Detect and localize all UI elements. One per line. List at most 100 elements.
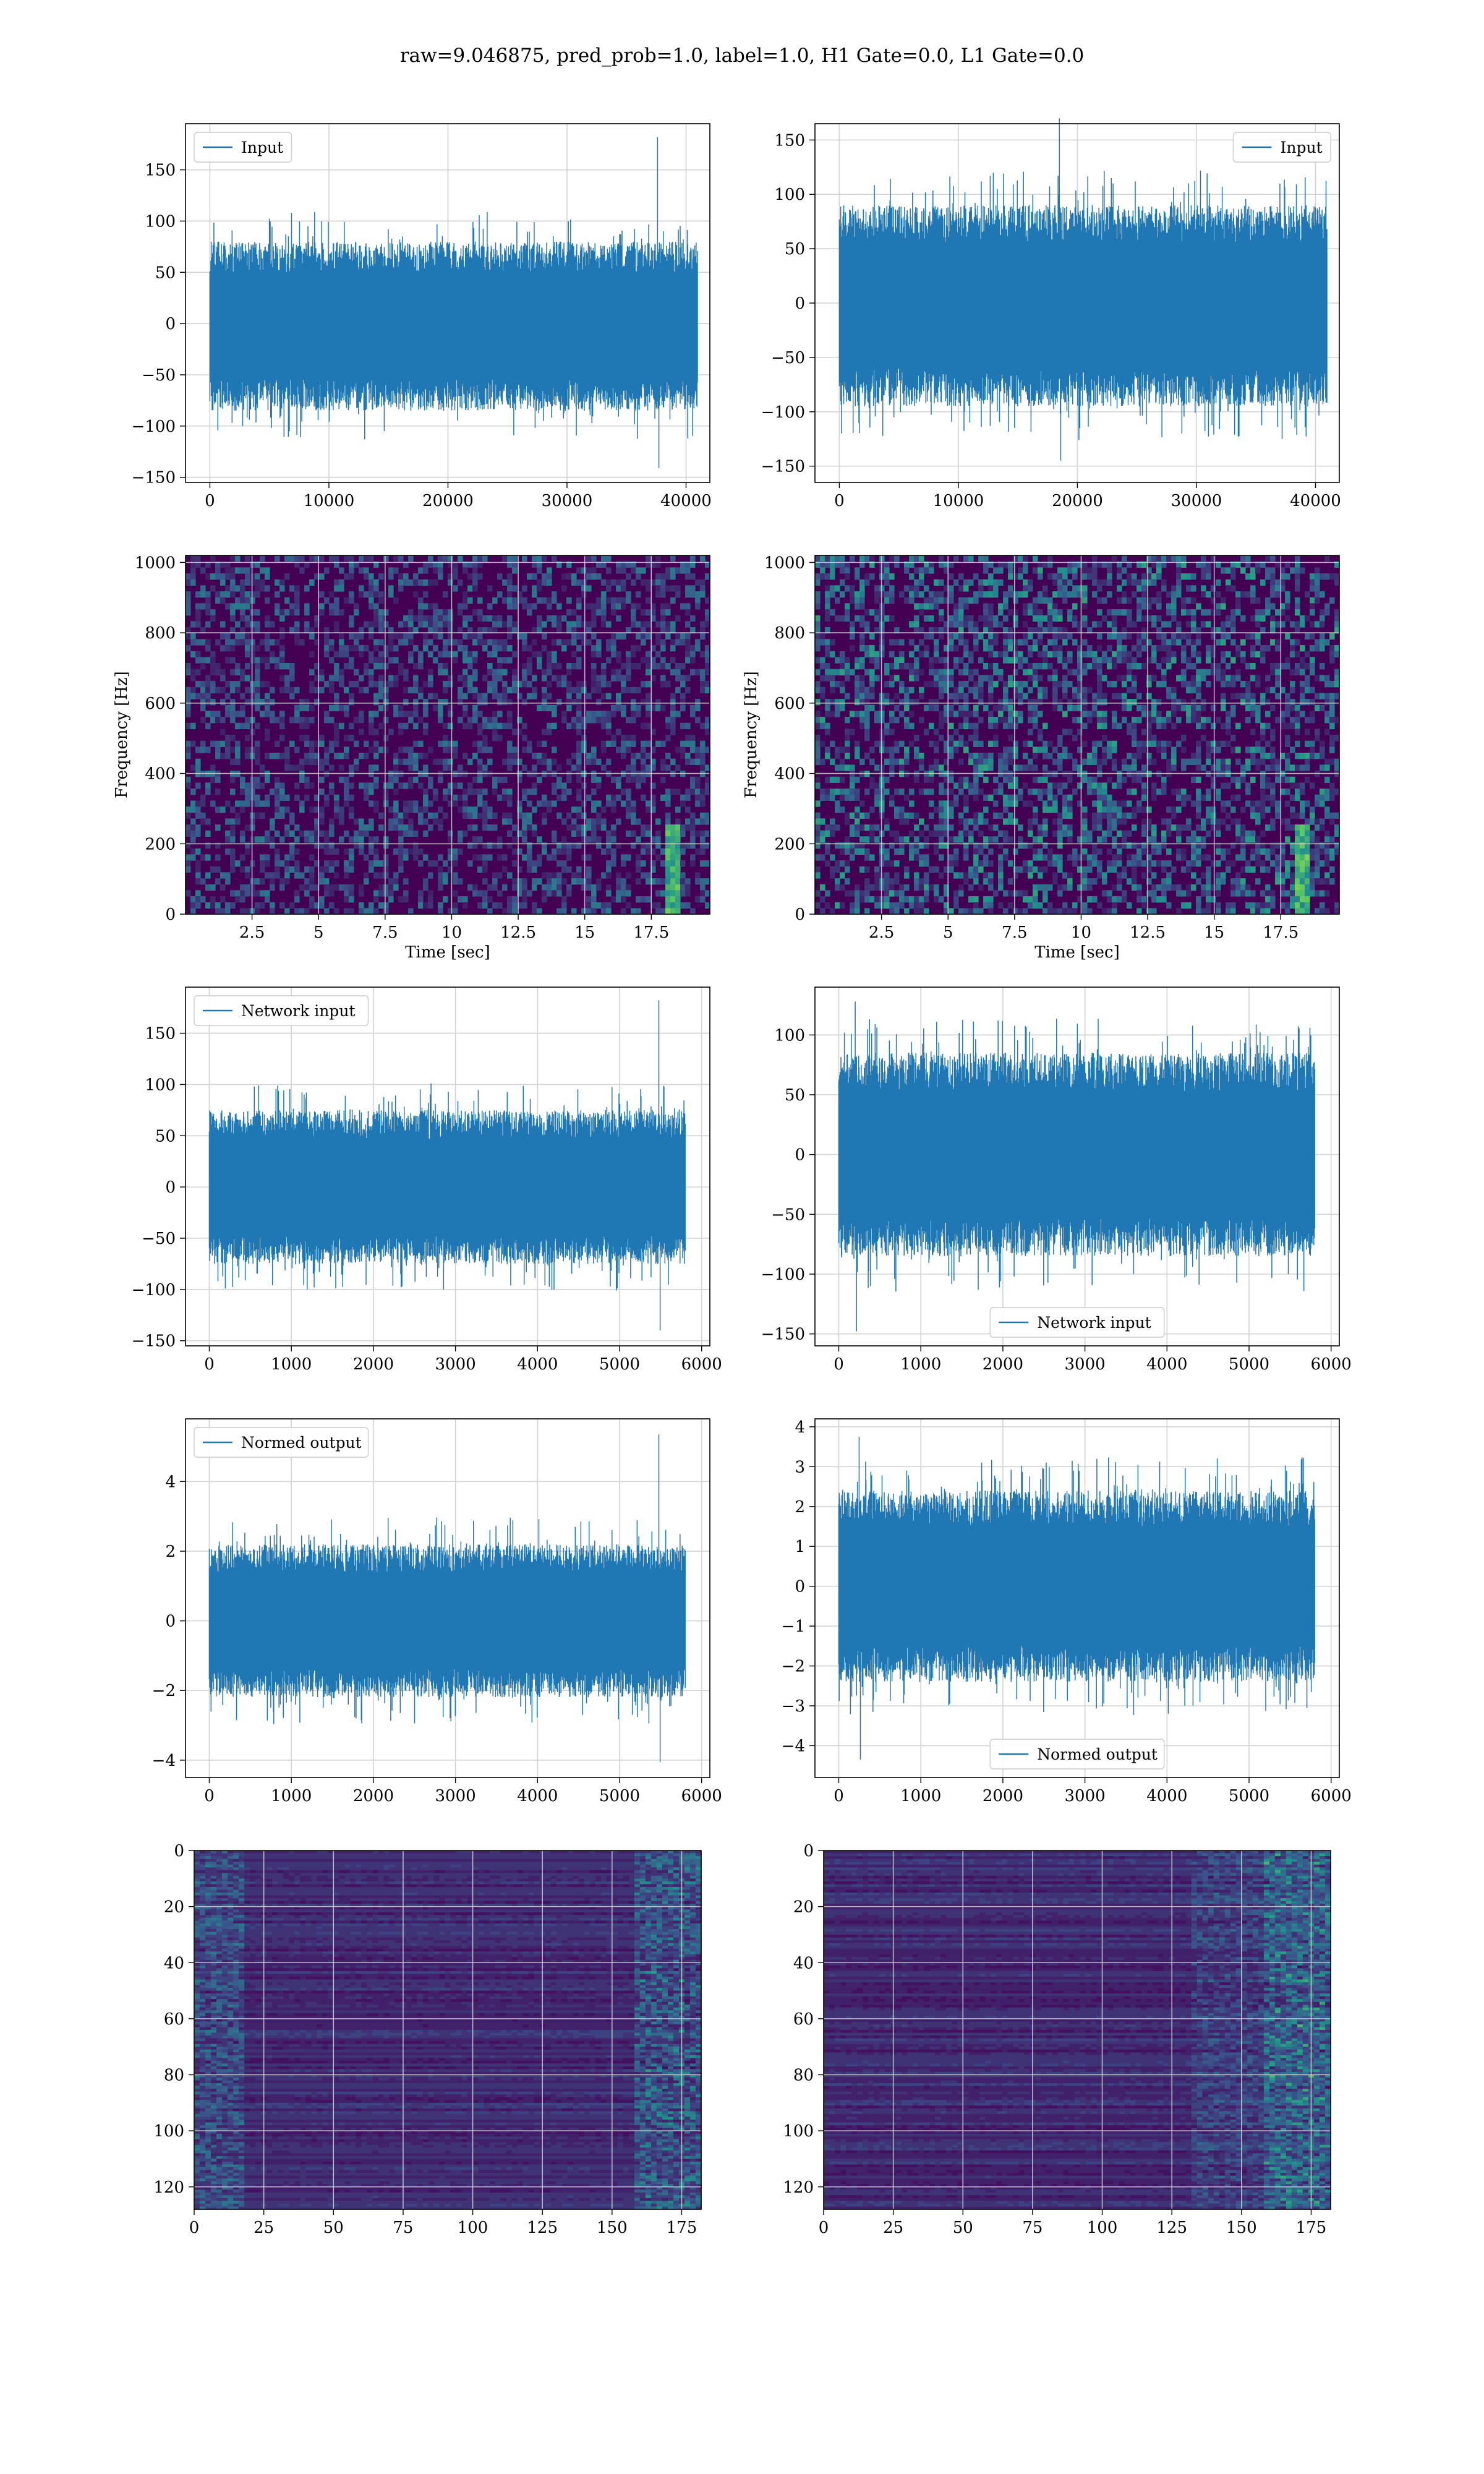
heatmap-cell — [428, 812, 433, 819]
heatmap-cell — [1230, 567, 1236, 574]
heatmap-cell — [210, 669, 216, 675]
heatmap-cell — [820, 657, 825, 664]
heatmap-cell — [1062, 585, 1068, 592]
heatmap-cell — [820, 561, 825, 568]
heatmap-cell — [339, 633, 344, 640]
heatmap-cell — [378, 591, 384, 598]
heatmap-cell — [393, 753, 399, 760]
heatmap-cell — [1127, 621, 1132, 628]
heatmap-cell — [825, 603, 830, 610]
heatmap-cell — [968, 753, 974, 760]
heatmap-cell — [393, 764, 399, 771]
heatmap-cell — [255, 591, 260, 598]
heatmap-cell — [978, 753, 984, 760]
heatmap-cell — [958, 609, 964, 616]
heatmap-cell — [1285, 597, 1290, 604]
heatmap-cell — [294, 609, 300, 616]
heatmap-cell — [1235, 758, 1241, 765]
heatmap-cell — [909, 722, 915, 729]
heatmap-cell — [270, 878, 275, 885]
heatmap-cell — [403, 621, 409, 628]
heatmap-cell — [210, 764, 216, 771]
heatmap-cell — [240, 866, 245, 873]
heatmap-cell — [973, 704, 979, 711]
heatmap-cell — [265, 699, 270, 706]
heatmap-cell — [1072, 735, 1078, 742]
heatmap-cell — [304, 758, 310, 765]
heatmap-cell — [1003, 681, 1009, 688]
heatmap-cell — [458, 830, 463, 837]
heatmap-cell — [373, 890, 379, 897]
heatmap-cell — [1077, 747, 1083, 753]
heatmap-cell — [1265, 645, 1271, 652]
heatmap-cell — [1260, 753, 1266, 760]
heatmap-cell — [1270, 615, 1276, 622]
heatmap-cell — [1181, 747, 1187, 753]
heatmap-cell — [591, 758, 597, 765]
heatmap-cell — [1191, 645, 1196, 652]
heatmap-cell — [1097, 758, 1102, 765]
heatmap-cell — [869, 609, 875, 616]
heatmap-cell — [904, 663, 910, 670]
heatmap-cell — [186, 854, 191, 861]
heatmap-cell — [596, 818, 602, 825]
heatmap-cell — [1305, 663, 1310, 670]
heatmap-cell — [660, 908, 666, 915]
heatmap-cell — [388, 878, 394, 885]
heatmap-cell — [324, 645, 330, 652]
heatmap-cell — [225, 818, 231, 825]
heatmap-cell — [646, 740, 651, 747]
heatmap-cell — [859, 687, 865, 693]
heatmap-cell — [225, 735, 231, 742]
heatmap-cell — [988, 651, 994, 657]
heatmap-cell — [369, 651, 374, 657]
heatmap-cell — [1008, 567, 1013, 574]
heatmap-cell — [655, 890, 661, 897]
heatmap-cell — [616, 818, 621, 825]
heatmap-cell — [373, 711, 379, 717]
heatmap-cell — [1132, 573, 1137, 580]
heatmap-cell — [571, 824, 577, 831]
heatmap-cell — [1285, 561, 1290, 568]
heatmap-cell — [983, 758, 989, 765]
heatmap-cell — [700, 878, 706, 885]
heatmap-cell — [225, 693, 231, 700]
heatmap-cell — [665, 735, 671, 742]
heatmap-cell — [1329, 735, 1335, 742]
heatmap-cell — [968, 579, 974, 586]
heatmap-cell — [835, 699, 840, 706]
heatmap-cell — [245, 717, 250, 724]
heatmap-cell — [1117, 633, 1122, 640]
heatmap-cell — [944, 585, 949, 592]
heatmap-cell — [641, 657, 646, 664]
heatmap-cell — [1077, 687, 1083, 693]
heatmap-cell — [934, 639, 939, 646]
heatmap-cell — [705, 645, 710, 652]
heatmap-cell — [423, 704, 429, 711]
heatmap-cell — [1196, 704, 1201, 711]
heatmap-cell — [556, 884, 562, 891]
heatmap-cell — [1038, 597, 1043, 604]
heatmap-cell — [556, 699, 562, 706]
heatmap-cell — [859, 699, 865, 706]
heatmap-cell — [815, 561, 821, 568]
heatmap-cell — [428, 555, 433, 562]
heatmap-cell — [547, 603, 552, 610]
heatmap-cell — [517, 812, 522, 819]
heatmap-cell — [1245, 561, 1251, 568]
heatmap-cell — [665, 890, 671, 897]
heatmap-cell — [532, 693, 537, 700]
heatmap-cell — [958, 657, 964, 664]
heatmap-cell — [606, 758, 612, 765]
heatmap-cell — [448, 681, 453, 688]
heatmap-cell — [1102, 651, 1107, 657]
heatmap-cell — [517, 890, 522, 897]
heatmap-cell — [472, 824, 478, 831]
heatmap-cell — [1161, 657, 1167, 664]
heatmap-cell — [1176, 621, 1182, 628]
heatmap-cell — [1097, 561, 1102, 568]
heatmap-cell — [255, 722, 260, 729]
heatmap-cell — [1077, 675, 1083, 682]
heatmap-cell — [294, 621, 300, 628]
heatmap-cell — [820, 722, 825, 729]
